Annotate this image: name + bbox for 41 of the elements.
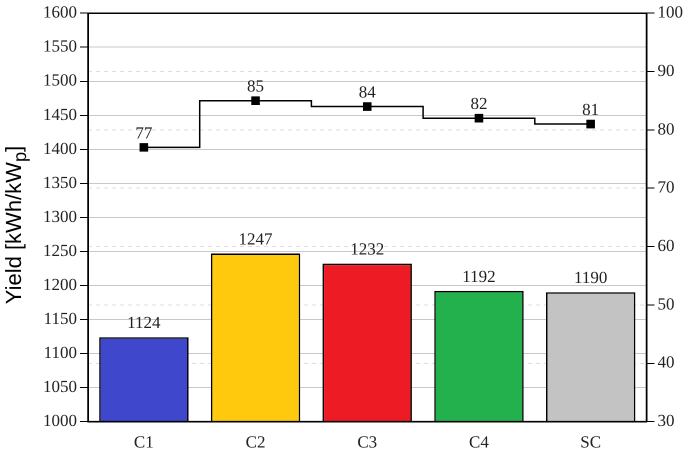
data-label: 1124 bbox=[127, 313, 162, 332]
point bbox=[251, 96, 260, 105]
point bbox=[362, 102, 372, 111]
y2-tick-label: 50 bbox=[658, 294, 674, 314]
data-label: 85 bbox=[247, 76, 264, 96]
y-tick-label: 1450 bbox=[43, 104, 77, 124]
x-tick-label: C2 bbox=[246, 432, 266, 452]
y-tick-label: 1050 bbox=[43, 377, 77, 396]
y2-tick-label: 40 bbox=[658, 352, 674, 372]
y2-tick-label: 60 bbox=[658, 236, 674, 256]
point bbox=[586, 120, 595, 128]
data-label: 84 bbox=[358, 82, 376, 102]
y-tick-label: 1600 bbox=[43, 2, 77, 22]
x-tick-label: C4 bbox=[469, 432, 490, 452]
y-tick-label: 1100 bbox=[44, 343, 77, 362]
y-tick-label: 1400 bbox=[43, 138, 77, 158]
x-tick-label: C3 bbox=[357, 432, 378, 452]
point bbox=[474, 114, 484, 123]
y2-tick-label: 100 bbox=[658, 2, 683, 22]
x-tick-label: SC bbox=[580, 432, 602, 452]
y-tick-label: 1150 bbox=[44, 308, 77, 328]
y-tick-label: 1200 bbox=[43, 274, 77, 294]
y-tick-label: 1500 bbox=[43, 70, 77, 90]
data-label: 82 bbox=[470, 94, 488, 114]
y-tick-label: 1000 bbox=[43, 411, 77, 430]
y-tick-label: 1300 bbox=[43, 206, 77, 226]
y-tick-label: 1350 bbox=[43, 172, 77, 192]
y2-tick-label: 90 bbox=[658, 61, 674, 80]
data-label: 81 bbox=[582, 100, 600, 120]
y2-tick-label: 80 bbox=[658, 119, 674, 138]
data-label: 1232 bbox=[350, 240, 384, 259]
y-tick-label: 1550 bbox=[43, 36, 77, 56]
data-label: 1192 bbox=[462, 266, 496, 286]
data-label: 1247 bbox=[238, 229, 274, 248]
data-label: 1190 bbox=[574, 268, 608, 288]
y2-tick-label: 30 bbox=[658, 411, 674, 430]
point bbox=[140, 143, 148, 152]
x-tick-label: C1 bbox=[134, 432, 154, 452]
y-tick-label: 1250 bbox=[43, 240, 77, 260]
data-label: 77 bbox=[135, 123, 153, 142]
y2-tick-label: 70 bbox=[658, 178, 674, 197]
